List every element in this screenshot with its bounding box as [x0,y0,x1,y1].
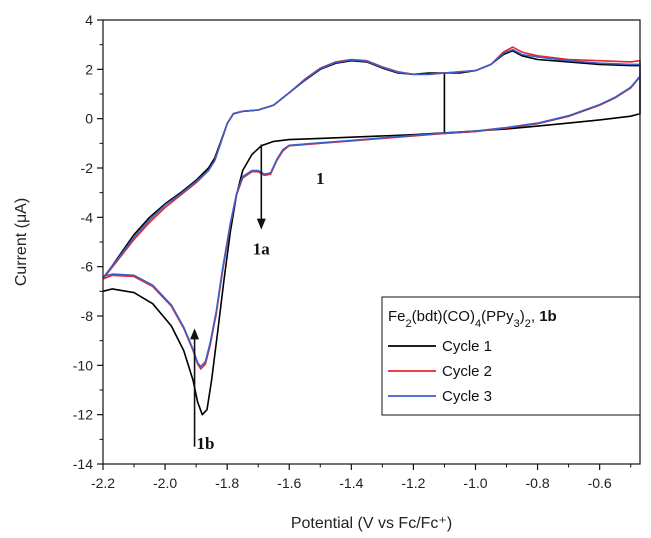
x-tick-label: -1.2 [401,475,425,491]
annotations-layer: 1 1a 1b [190,145,324,454]
x-tick-label: -0.8 [526,475,550,491]
axis-ticks: -2.2 -2.0 -1.8 -1.6 -1.4 -1.2 -1.0 -0.8 -0.6 4 2 0 -… [73,12,631,491]
annotation-label: 1b [196,434,214,453]
y-tick-label: 0 [85,111,93,127]
y-tick-label: -14 [73,456,93,472]
legend-label-cycle-3: Cycle 3 [442,388,492,405]
y-tick-label: 2 [85,61,93,77]
y-tick-label: -12 [73,407,93,423]
x-axis-title: Potential (V vs Fc/Fc⁺) [291,515,452,532]
x-tick-label: -2.0 [153,475,177,491]
y-tick-label: -8 [81,308,94,324]
y-tick-label: -10 [73,357,93,373]
annotation-label: 1a [253,239,271,258]
annotation-label: 1 [316,169,325,188]
y-tick-label: -6 [81,259,94,275]
x-tick-label: -1.6 [277,475,301,491]
x-tick-label: -2.2 [91,475,115,491]
legend-label-cycle-1: Cycle 1 [442,338,492,355]
x-tick-label: -1.8 [215,475,239,491]
y-tick-label: -2 [81,160,94,176]
y-tick-label: -4 [81,209,94,225]
x-tick-label: -0.6 [588,475,612,491]
x-tick-label: -1.0 [463,475,487,491]
x-tick-label: -1.4 [339,475,363,491]
arrow-1a [257,145,266,230]
legend-label-cycle-2: Cycle 2 [442,363,492,380]
y-axis-title: Current (μA) [13,198,30,286]
y-tick-label: 4 [85,12,93,28]
